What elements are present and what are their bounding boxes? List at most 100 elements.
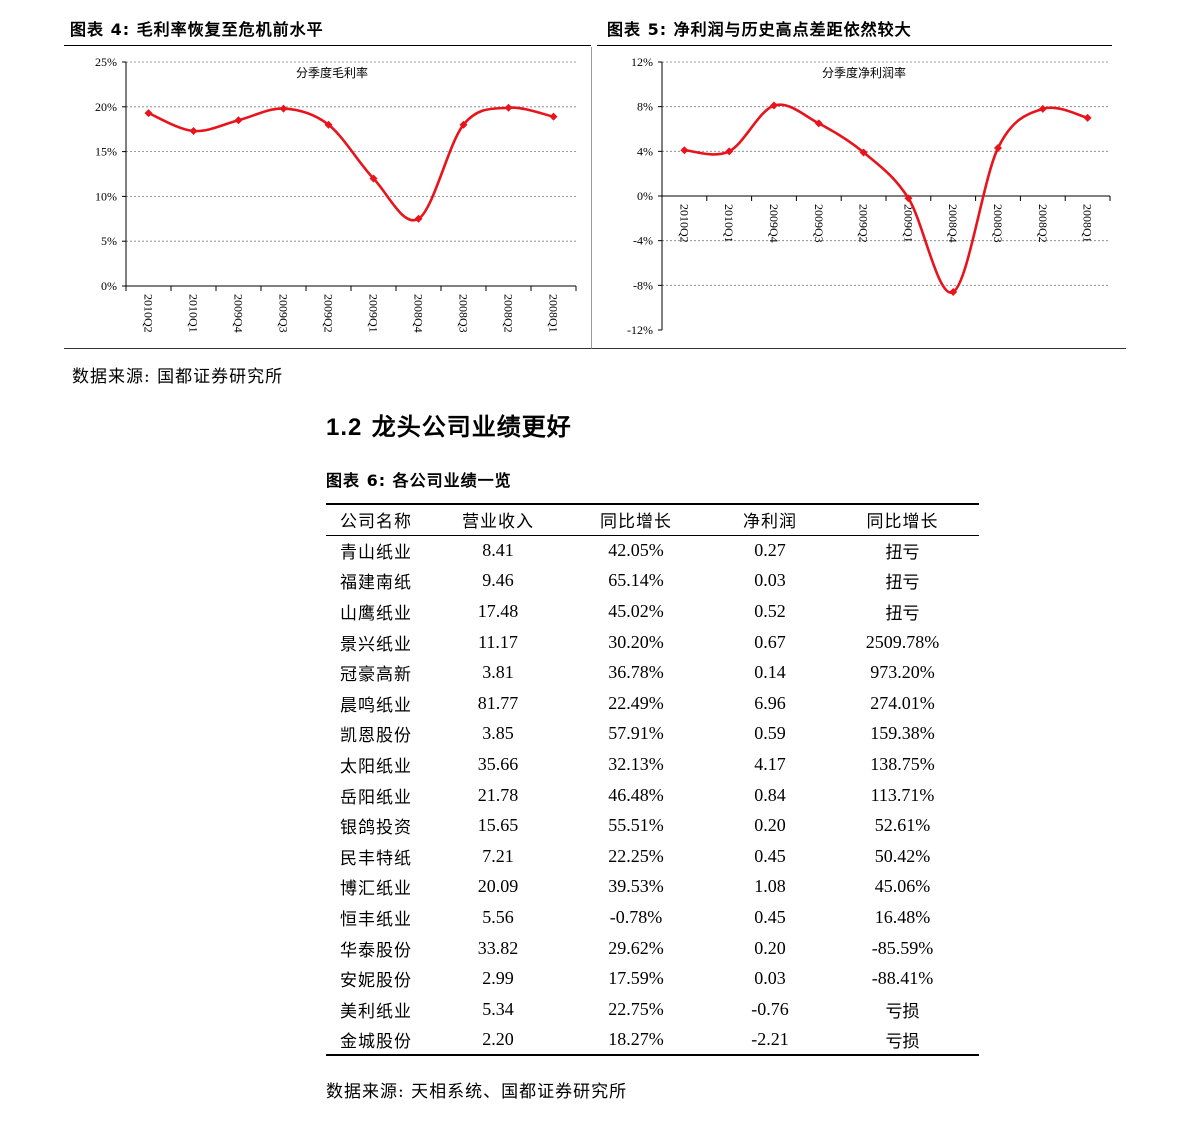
profit-growth-cell: 973.20% [870, 662, 935, 683]
revenue-cell: 8.41 [482, 540, 514, 561]
revenue-cell: 17.48 [477, 600, 519, 621]
x-tick-label: 2009Q2 [857, 204, 871, 243]
net-profit-cell: 0.20 [754, 815, 786, 836]
data-point [814, 119, 823, 128]
y-tick-label: 5% [101, 234, 117, 248]
revenue-cell: 2.20 [482, 1028, 514, 1049]
net-profit-cell: 4.17 [754, 753, 786, 774]
header-profit-growth: 同比增长 [866, 512, 939, 533]
revenue-cell: 15.65 [477, 815, 519, 836]
profit-growth-cell: -85.59% [871, 937, 934, 958]
data-point [144, 109, 153, 118]
figure-5-caption: 图表 5: 净利润与历史高点差距依然较大 [597, 14, 1112, 46]
company-name-cell: 岳阳纸业 [340, 787, 412, 808]
revenue-cell: 33.82 [477, 937, 519, 958]
profit-growth-cell: -88.41% [871, 968, 934, 989]
net-profit-cell: 0.27 [754, 540, 786, 561]
profit-growth-cell: 113.71% [870, 784, 935, 805]
net-profit-cell: 0.20 [754, 937, 786, 958]
x-tick-label: 2008Q4 [946, 204, 960, 243]
company-name-cell: 福建南纸 [340, 573, 412, 594]
revenue-growth-cell: 57.91% [608, 723, 664, 744]
table-row: 华泰股份 33.82 29.62% 0.20 -85.59% [326, 933, 979, 964]
table-row: 青山纸业 8.41 42.05% 0.27 扭亏 [326, 535, 979, 566]
company-name-cell: 晨鸣纸业 [340, 695, 412, 716]
net-profit-cell: 0.67 [754, 631, 786, 652]
figure-4-caption: 图表 4: 毛利率恢复至危机前水平 [64, 14, 591, 46]
net-profit-cell: 6.96 [754, 692, 786, 713]
data-point [904, 194, 913, 203]
profit-growth-cell: 亏损 [885, 1031, 920, 1052]
revenue-growth-cell: 45.02% [608, 600, 664, 621]
data-point [770, 101, 778, 110]
net-profit-cell: 0.45 [754, 906, 786, 927]
revenue-cell: 35.66 [477, 753, 519, 774]
table-row: 太阳纸业 35.66 32.13% 4.17 138.75% [326, 749, 979, 780]
revenue-growth-cell: 30.20% [608, 631, 664, 652]
net-margin-chart: -12% -8% -4% 0% 4% 8% 12% 2010Q2 2010Q1 2009Q4 200… [591, 47, 1126, 349]
table-row: 晨鸣纸业 81.77 22.49% 6.96 274.01% [326, 688, 979, 719]
data-point [279, 104, 288, 113]
company-name-cell: 太阳纸业 [340, 756, 412, 777]
y-tick-label: 0% [101, 279, 117, 293]
table-row: 民丰特纸 7.21 22.25% 0.45 50.42% [326, 841, 979, 872]
table-row: 恒丰纸业 5.56 -0.78% 0.45 16.48% [326, 902, 979, 933]
revenue-growth-cell: 17.59% [608, 968, 664, 989]
company-name-cell: 青山纸业 [340, 543, 412, 564]
data-point [725, 147, 734, 156]
company-name-cell: 美利纸业 [340, 1001, 412, 1022]
profit-growth-cell: 45.06% [874, 876, 931, 897]
source-note-charts: 数据来源: 国都证券研究所 [72, 367, 284, 387]
revenue-cell: 7.21 [482, 845, 514, 866]
data-point [234, 116, 243, 125]
net-profit-cell: 0.59 [754, 723, 786, 744]
data-point [414, 214, 423, 223]
net-profit-cell: -2.21 [751, 1028, 789, 1049]
revenue-cell: 9.46 [482, 570, 514, 591]
company-name-cell: 博汇纸业 [340, 879, 412, 900]
chart-title: 分季度毛利率 [296, 65, 368, 80]
y-tick-label: 12% [631, 55, 653, 69]
revenue-growth-cell: 32.13% [608, 753, 664, 774]
company-name-cell: 凯恩股份 [340, 726, 412, 747]
section-heading: 1.2 龙头公司业绩更好 [326, 407, 572, 442]
x-tick-label: 2008Q2 [502, 294, 516, 333]
y-tick-label: -12% [627, 323, 653, 337]
table-row: 博汇纸业 20.09 39.53% 1.08 45.06% [326, 872, 979, 903]
revenue-cell: 5.34 [482, 998, 514, 1019]
profit-growth-cell: 扭亏 [885, 543, 920, 564]
data-point [459, 120, 468, 129]
header-net-profit: 净利润 [743, 512, 797, 533]
y-tick-label: 10% [95, 189, 117, 203]
x-tick-label: 2009Q1 [901, 204, 915, 243]
company-name-cell: 山鹰纸业 [340, 603, 412, 624]
data-point [994, 143, 1002, 152]
y-tick-label: 0% [637, 189, 653, 203]
profit-growth-cell: 159.38% [870, 723, 935, 744]
table-row: 金城股份 2.20 18.27% -2.21 亏损 [326, 1025, 979, 1056]
x-tick-label: 2009Q4 [767, 204, 781, 243]
y-tick-label: 15% [95, 145, 117, 159]
x-tick-label: 2009Q4 [232, 294, 246, 333]
net-profit-cell: -0.76 [751, 998, 789, 1019]
section-number: 1.2 [326, 414, 363, 441]
x-tick-label: 2009Q3 [812, 204, 826, 243]
company-name-cell: 银鸽投资 [340, 818, 412, 839]
table-row: 安妮股份 2.99 17.59% 0.03 -88.41% [326, 963, 979, 994]
table-row: 银鸽投资 15.65 55.51% 0.20 52.61% [326, 810, 979, 841]
x-tick-label: 2009Q2 [322, 294, 336, 333]
net-margin-chart-svg: -12% -8% -4% 0% 4% 8% 12% 2010Q2 2010Q1 2009Q4 200… [627, 55, 1111, 337]
revenue-growth-cell: 39.53% [608, 876, 664, 897]
revenue-growth-cell: 65.14% [608, 570, 664, 591]
revenue-growth-cell: 42.05% [608, 540, 664, 561]
table-row: 美利纸业 5.34 22.75% -0.76 亏损 [326, 994, 979, 1025]
table-row: 冠豪高新 3.81 36.78% 0.14 973.20% [326, 657, 979, 688]
data-point [949, 288, 958, 297]
data-point [324, 120, 333, 129]
net-profit-cell: 0.14 [754, 662, 786, 683]
gross-margin-chart-svg: 0% 5% 10% 15% 20% 25% 2010Q2 2010Q1 2009Q4 2009Q3… [95, 55, 577, 333]
profit-growth-cell: 扭亏 [885, 603, 920, 624]
profit-growth-cell: 274.01% [870, 692, 935, 713]
net-profit-cell: 0.84 [754, 784, 786, 805]
profit-growth-cell: 138.75% [870, 753, 935, 774]
